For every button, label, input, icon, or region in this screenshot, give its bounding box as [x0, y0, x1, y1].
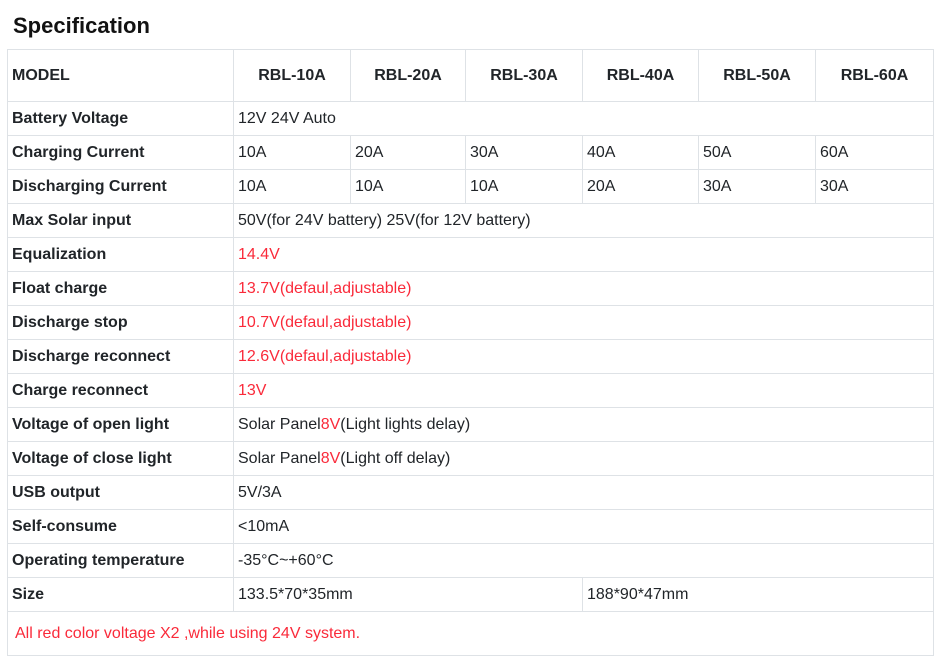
model-name-rbl-10a: RBL-10A [233, 49, 351, 102]
spec-label: Self-consume [7, 509, 234, 544]
row-discharge-reconnect: Discharge reconnect 12.6V(defaul,adjusta… [7, 339, 934, 374]
spec-value: Solar Panel8V(Light lights delay) [233, 407, 934, 442]
model-name-rbl-40a: RBL-40A [582, 49, 699, 102]
row-size: Size 133.5*70*35mm 188*90*47mm [7, 577, 934, 612]
spec-value: Solar Panel8V(Light off delay) [233, 441, 934, 476]
spec-label: Max Solar input [7, 203, 234, 238]
spec-label: Float charge [7, 271, 234, 306]
spec-value-cell: 60A [815, 135, 934, 170]
spec-label: Equalization [7, 237, 234, 272]
value-suffix: (Light lights delay) [340, 416, 471, 433]
row-usb-output: USB output 5V/3A [7, 475, 934, 510]
spec-value: 13V [233, 373, 934, 408]
red-voltage-note: All red color voltage X2 ,while using 24… [7, 611, 934, 656]
spec-label: Discharging Current [7, 169, 234, 204]
spec-value: 14.4V [233, 237, 934, 272]
spec-value-cell: 40A [582, 135, 699, 170]
spec-table: MODEL RBL-10A RBL-20A RBL-30A RBL-40A RB… [7, 49, 934, 656]
spec-value-size-small: 133.5*70*35mm [233, 577, 583, 612]
row-charge-reconnect: Charge reconnect 13V [7, 373, 934, 408]
spec-value-cell: 10A [233, 135, 351, 170]
spec-value-cell: 10A [350, 169, 466, 204]
spec-label: Discharge reconnect [7, 339, 234, 374]
spec-value-cell: 10A [465, 169, 583, 204]
spec-label: Operating temperature [7, 543, 234, 578]
spec-value-cell: 30A [465, 135, 583, 170]
value-suffix: (Light off delay) [340, 450, 451, 467]
spec-value: 13.7V(defaul,adjustable) [233, 271, 934, 306]
spec-value-cell: 50A [698, 135, 816, 170]
spec-label: Size [7, 577, 234, 612]
spec-value-cell: 20A [582, 169, 699, 204]
spec-label: Voltage of close light [7, 441, 234, 476]
row-voltage-close-light: Voltage of close light Solar Panel8V(Lig… [7, 441, 934, 476]
spec-value: 12.6V(defaul,adjustable) [233, 339, 934, 374]
spec-label: Discharge stop [7, 305, 234, 340]
spec-label: Voltage of open light [7, 407, 234, 442]
spec-label: USB output [7, 475, 234, 510]
model-name-rbl-50a: RBL-50A [698, 49, 816, 102]
footer-note-row: All red color voltage X2 ,while using 24… [7, 611, 934, 656]
spec-value-size-large: 188*90*47mm [582, 577, 934, 612]
value-red-part: 8V [320, 450, 341, 467]
row-discharge-stop: Discharge stop 10.7V(defaul,adjustable) [7, 305, 934, 340]
row-charging-current: Charging Current 10A 20A 30A 40A 50A 60A [7, 135, 934, 170]
spec-label: Charging Current [7, 135, 234, 170]
model-name-rbl-20a: RBL-20A [350, 49, 466, 102]
value-prefix: Solar Panel [238, 416, 321, 433]
model-name-rbl-60a: RBL-60A [815, 49, 934, 102]
header-row: MODEL RBL-10A RBL-20A RBL-30A RBL-40A RB… [7, 49, 934, 102]
spec-value-cell: 30A [815, 169, 934, 204]
row-voltage-open-light: Voltage of open light Solar Panel8V(Ligh… [7, 407, 934, 442]
row-max-solar-input: Max Solar input 50V(for 24V battery) 25V… [7, 203, 934, 238]
row-float-charge: Float charge 13.7V(defaul,adjustable) [7, 271, 934, 306]
spec-value-cell: 30A [698, 169, 816, 204]
row-battery-voltage: Battery Voltage 12V 24V Auto [7, 101, 934, 136]
spec-value: 5V/3A [233, 475, 934, 510]
spec-label: Battery Voltage [7, 101, 234, 136]
model-header-cell: MODEL [7, 49, 234, 102]
spec-value: 12V 24V Auto [233, 101, 934, 136]
spec-value: <10mA [233, 509, 934, 544]
spec-label: Charge reconnect [7, 373, 234, 408]
value-red-part: 8V [320, 416, 341, 433]
spec-value-cell: 10A [233, 169, 351, 204]
row-self-consume: Self-consume <10mA [7, 509, 934, 544]
model-name-rbl-30a: RBL-30A [465, 49, 583, 102]
spec-value: 50V(for 24V battery) 25V(for 12V battery… [233, 203, 934, 238]
spec-value-cell: 20A [350, 135, 466, 170]
row-operating-temperature: Operating temperature -35°C~+60°C [7, 543, 934, 578]
page-title: Specification [13, 13, 150, 38]
value-prefix: Solar Panel [238, 450, 321, 467]
spec-value: -35°C~+60°C [233, 543, 934, 578]
spec-value: 10.7V(defaul,adjustable) [233, 305, 934, 340]
row-discharging-current: Discharging Current 10A 10A 10A 20A 30A … [7, 169, 934, 204]
row-equalization: Equalization 14.4V [7, 237, 934, 272]
